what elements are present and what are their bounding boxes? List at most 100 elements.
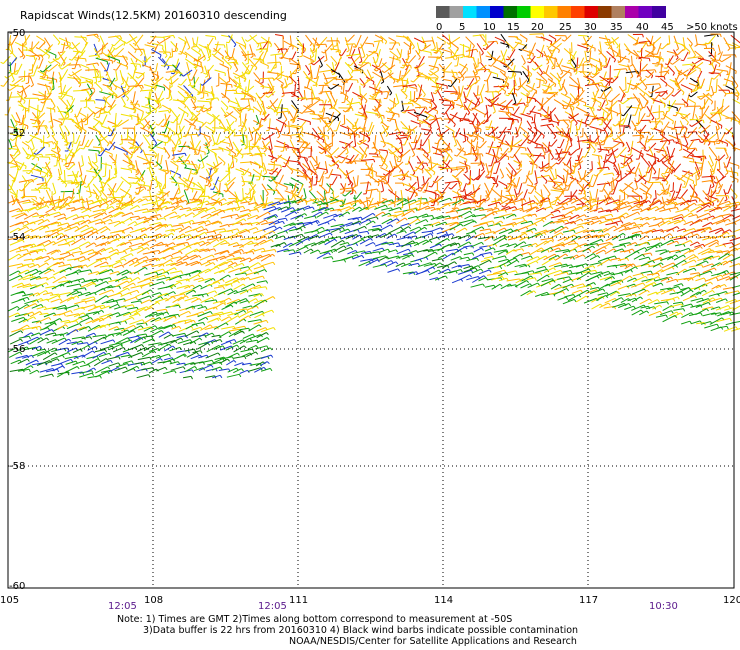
wind-barb-tick <box>330 91 333 95</box>
wind-barb <box>541 117 551 121</box>
wind-barb-tick <box>188 79 193 81</box>
wind-barb <box>422 40 433 43</box>
wind-barb-tick <box>601 97 605 100</box>
wind-barb <box>507 86 515 97</box>
wind-barb-tick <box>635 124 639 127</box>
wind-barb <box>541 145 546 155</box>
wind-barb-tick <box>284 86 288 89</box>
wind-barb-tick <box>546 97 550 100</box>
wind-barb-tick <box>519 209 523 212</box>
wind-barb-tick <box>372 97 376 99</box>
wind-barb-tick <box>140 53 143 57</box>
wind-barb-tick <box>589 168 593 171</box>
wind-barb <box>191 47 202 56</box>
wind-barb-tick <box>466 166 469 170</box>
wind-barb <box>303 156 311 169</box>
wind-barb-tick <box>178 83 182 86</box>
wind-barb-tick <box>254 98 257 102</box>
wind-barb <box>137 168 144 180</box>
wind-barb-tick <box>436 76 439 80</box>
wind-barb-tick <box>23 96 27 99</box>
wind-barb <box>604 35 611 48</box>
wind-barb <box>415 50 421 58</box>
wind-barb <box>48 63 59 72</box>
wind-barb-tick <box>354 67 358 71</box>
wind-barb <box>247 34 258 42</box>
wind-barb-tick <box>601 82 604 86</box>
wind-barb <box>324 49 328 61</box>
wind-barb <box>157 97 165 104</box>
wind-barb <box>531 82 535 92</box>
wind-barb <box>59 125 65 137</box>
wind-barb-tick <box>188 160 191 164</box>
wind-barb <box>570 189 578 200</box>
wind-barb <box>449 41 459 49</box>
wind-barb-tick <box>436 134 440 137</box>
wind-barb <box>92 120 101 130</box>
wind-barb <box>504 76 509 86</box>
wind-barbs-layer <box>0 33 740 380</box>
wind-barb <box>673 120 677 130</box>
wind-barb <box>101 51 111 59</box>
wind-barb-tick <box>325 44 328 48</box>
wind-barb-tick <box>267 65 269 69</box>
wind-barb <box>80 35 88 44</box>
wind-barb <box>715 120 720 129</box>
wind-barb-tick <box>698 139 701 143</box>
wind-barb-tick <box>389 70 392 74</box>
wind-barb-tick <box>608 82 611 87</box>
wind-barb-tick <box>65 167 70 171</box>
wind-barb <box>86 170 96 173</box>
wind-barb-tick <box>170 121 174 124</box>
wind-barb-tick <box>713 206 718 209</box>
wind-barb <box>315 76 320 86</box>
wind-barb <box>725 85 735 91</box>
wind-barb-tick <box>388 151 392 155</box>
wind-barb <box>345 106 353 113</box>
wind-barb <box>60 43 70 47</box>
wind-barb <box>160 190 171 199</box>
wind-barb <box>715 78 718 93</box>
wind-barb-tick <box>652 100 655 104</box>
wind-barb <box>562 119 569 126</box>
wind-barb <box>64 140 73 145</box>
wind-barb <box>513 106 520 116</box>
wind-barb <box>158 56 167 65</box>
wind-barb-tick <box>535 90 538 94</box>
wind-barb <box>297 97 306 100</box>
wind-barb <box>659 188 669 196</box>
wind-barb <box>120 176 132 186</box>
wind-barb <box>463 119 473 122</box>
wind-barb <box>334 62 340 73</box>
wind-barb <box>142 64 151 69</box>
wind-barb-tick <box>480 101 484 104</box>
wind-barb <box>598 37 610 41</box>
wind-barb-tick <box>122 95 126 98</box>
wind-barb <box>99 35 106 48</box>
wind-barb-tick <box>672 114 677 117</box>
wind-barb <box>232 106 241 116</box>
wind-barb <box>551 42 562 52</box>
wind-barb <box>721 98 724 111</box>
wind-barb-tick <box>314 164 318 167</box>
wind-barb <box>15 160 27 167</box>
wind-barb <box>29 76 34 86</box>
wind-barb <box>525 84 537 92</box>
wind-barb <box>166 127 171 138</box>
wind-barb <box>506 173 516 186</box>
wind-barb <box>683 51 689 61</box>
wind-barb <box>346 101 360 106</box>
wind-barb-tick <box>114 87 118 91</box>
wind-barb <box>463 104 471 113</box>
wind-barb <box>242 121 247 130</box>
wind-barb <box>227 70 231 82</box>
wind-barb-tick <box>593 150 596 153</box>
wind-barb <box>465 36 475 47</box>
wind-barb <box>584 113 590 124</box>
wind-barb-tick <box>354 134 357 138</box>
wind-barb-tick <box>41 54 44 58</box>
wind-barb-tick <box>661 179 665 182</box>
wind-barb-tick <box>670 190 674 193</box>
wind-barb <box>276 98 283 112</box>
wind-barb-tick <box>432 92 436 95</box>
